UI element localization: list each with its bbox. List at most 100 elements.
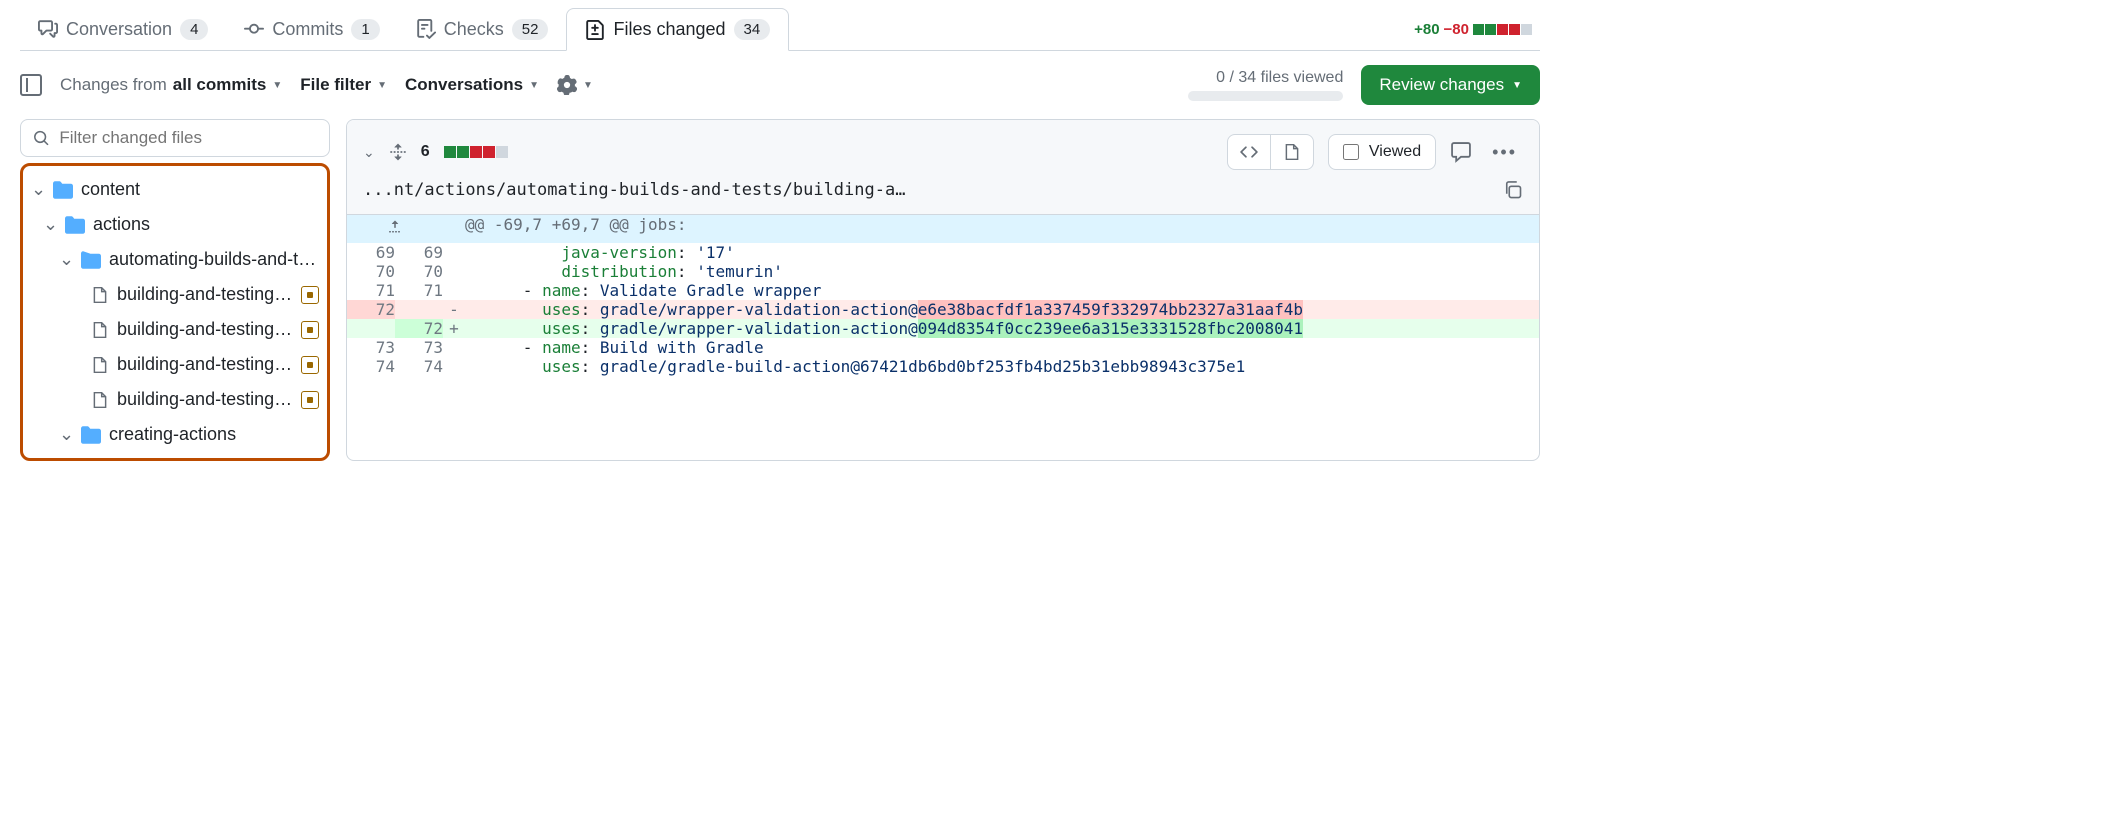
comment-icon[interactable]	[1450, 141, 1472, 163]
file-diff-icon	[585, 20, 605, 40]
chevron-down-icon: ⌄	[59, 249, 73, 270]
tab-label: Files changed	[613, 19, 725, 40]
source-view-button[interactable]	[1228, 135, 1270, 169]
rich-view-button[interactable]	[1270, 135, 1313, 169]
checklist-icon	[416, 19, 436, 39]
gear-icon	[557, 75, 577, 95]
pr-tabs: Conversation 4 Commits 1 Checks 52 Files…	[20, 8, 1540, 51]
viewed-input[interactable]	[1343, 144, 1359, 160]
tree-folder[interactable]: ⌄ creating-actions	[25, 417, 325, 452]
diff-line[interactable]: 73 73 - name: Build with Gradle	[347, 338, 1539, 357]
line-number-old: 74	[347, 357, 395, 376]
diff-count: 6	[421, 143, 430, 161]
file-tree: ⌄ content ⌄ actions ⌄ automating-builds-…	[20, 163, 330, 461]
diffstat-squares	[1473, 24, 1532, 35]
unfold-icon[interactable]	[389, 143, 407, 161]
chevron-down-icon: ⌄	[59, 424, 73, 445]
tree-label: creating-actions	[109, 424, 319, 445]
modified-icon	[301, 321, 319, 339]
tree-folder[interactable]: ⌄ actions	[25, 207, 325, 242]
code-icon	[1240, 143, 1258, 161]
collapse-toggle[interactable]: ⌄	[363, 144, 375, 161]
hunk-text: @@ -69,7 +69,7 @@ jobs:	[465, 215, 1539, 243]
tab-label: Conversation	[66, 19, 172, 40]
folder-icon	[81, 425, 101, 445]
sidebar-toggle-icon[interactable]	[20, 74, 42, 96]
additions: +80	[1414, 21, 1439, 38]
line-number-new: 69	[395, 243, 443, 262]
file-path: ...nt/actions/automating-builds-and-test…	[363, 180, 1493, 200]
files-viewed: 0 / 34 files viewed	[1188, 69, 1343, 101]
hunk-header[interactable]: @@ -69,7 +69,7 @@ jobs:	[347, 215, 1539, 243]
tree-label: automating-builds-and-tests	[109, 249, 319, 270]
diff-line-addition[interactable]: 72 + uses: gradle/wrapper-validation-act…	[347, 319, 1539, 338]
chevron-down-icon: ▼	[272, 80, 282, 91]
chevron-down-icon: ▼	[583, 80, 593, 91]
tree-label: building-and-testing-no...	[117, 319, 293, 340]
line-number-old	[347, 319, 395, 338]
line-number-new: 74	[395, 357, 443, 376]
tab-count: 34	[734, 19, 771, 40]
file-filter-label: File filter	[300, 75, 371, 95]
diff-squares	[444, 146, 508, 158]
tree-file[interactable]: building-and-testing-sw...	[25, 382, 325, 417]
tab-commits[interactable]: Commits 1	[226, 9, 397, 50]
file-tree-panel: ⌄ content ⌄ actions ⌄ automating-builds-…	[20, 119, 330, 461]
modified-icon	[301, 286, 319, 304]
tree-file[interactable]: building-and-testing-no...	[25, 312, 325, 347]
tree-file[interactable]: building-and-testing-ru...	[25, 347, 325, 382]
kebab-menu[interactable]: •••	[1486, 142, 1523, 163]
settings-dropdown[interactable]: ▼	[557, 75, 593, 95]
changes-from-value: all commits	[173, 75, 267, 95]
diff-line[interactable]: 71 71 - name: Validate Gradle wrapper	[347, 281, 1539, 300]
file-icon	[91, 391, 109, 409]
line-number-new: 70	[395, 262, 443, 281]
tab-conversation[interactable]: Conversation 4	[20, 9, 226, 50]
label-prefix: Changes from	[60, 75, 167, 95]
conversations-label: Conversations	[405, 75, 523, 95]
review-changes-button[interactable]: Review changes ▼	[1361, 65, 1540, 105]
diff-line-deletion[interactable]: 72 - uses: gradle/wrapper-validation-act…	[347, 300, 1539, 319]
line-number-old: 70	[347, 262, 395, 281]
tree-file[interactable]: building-and-testing-jav...	[25, 277, 325, 312]
line-number-old: 72	[347, 300, 395, 319]
comment-discussion-icon	[38, 19, 58, 39]
file-icon	[91, 286, 109, 304]
tab-count: 4	[180, 19, 208, 40]
chevron-down-icon: ▼	[1512, 80, 1522, 91]
conversations-dropdown[interactable]: Conversations ▼	[405, 75, 539, 95]
tree-label: building-and-testing-jav...	[117, 284, 293, 305]
folder-icon	[81, 250, 101, 270]
copy-icon[interactable]	[1503, 180, 1523, 200]
file-icon	[1283, 143, 1301, 161]
progress-bar	[1188, 91, 1343, 101]
tab-files-changed[interactable]: Files changed 34	[566, 8, 789, 51]
diff-header: ⌄ 6	[347, 120, 1539, 215]
filter-input[interactable]	[59, 128, 317, 148]
review-label: Review changes	[1379, 75, 1504, 95]
tab-count: 1	[351, 19, 379, 40]
diff-table: @@ -69,7 +69,7 @@ jobs: 69 69 java-versi…	[347, 215, 1539, 376]
line-number-old: 71	[347, 281, 395, 300]
line-number-new	[395, 300, 443, 319]
modified-icon	[301, 356, 319, 374]
line-number-new: 73	[395, 338, 443, 357]
tree-folder[interactable]: ⌄ content	[25, 172, 325, 207]
diff-line[interactable]: 69 69 java-version: '17'	[347, 243, 1539, 262]
folder-icon	[65, 215, 85, 235]
line-number-new: 72	[395, 319, 443, 338]
files-toolbar: Changes from all commits ▼ File filter ▼…	[20, 51, 1540, 119]
viewed-checkbox[interactable]: Viewed	[1328, 134, 1436, 170]
chevron-down-icon: ▼	[377, 80, 387, 91]
tab-label: Checks	[444, 19, 504, 40]
line-number-old: 69	[347, 243, 395, 262]
tree-folder[interactable]: ⌄ automating-builds-and-tests	[25, 242, 325, 277]
filter-files-box[interactable]	[20, 119, 330, 157]
changes-from-dropdown[interactable]: Changes from all commits ▼	[60, 75, 282, 95]
git-commit-icon	[244, 19, 264, 39]
diff-line[interactable]: 74 74 uses: gradle/gradle-build-action@6…	[347, 357, 1539, 376]
tab-checks[interactable]: Checks 52	[398, 9, 567, 50]
expand-up-icon[interactable]	[387, 219, 403, 235]
file-filter-dropdown[interactable]: File filter ▼	[300, 75, 387, 95]
diff-line[interactable]: 70 70 distribution: 'temurin'	[347, 262, 1539, 281]
